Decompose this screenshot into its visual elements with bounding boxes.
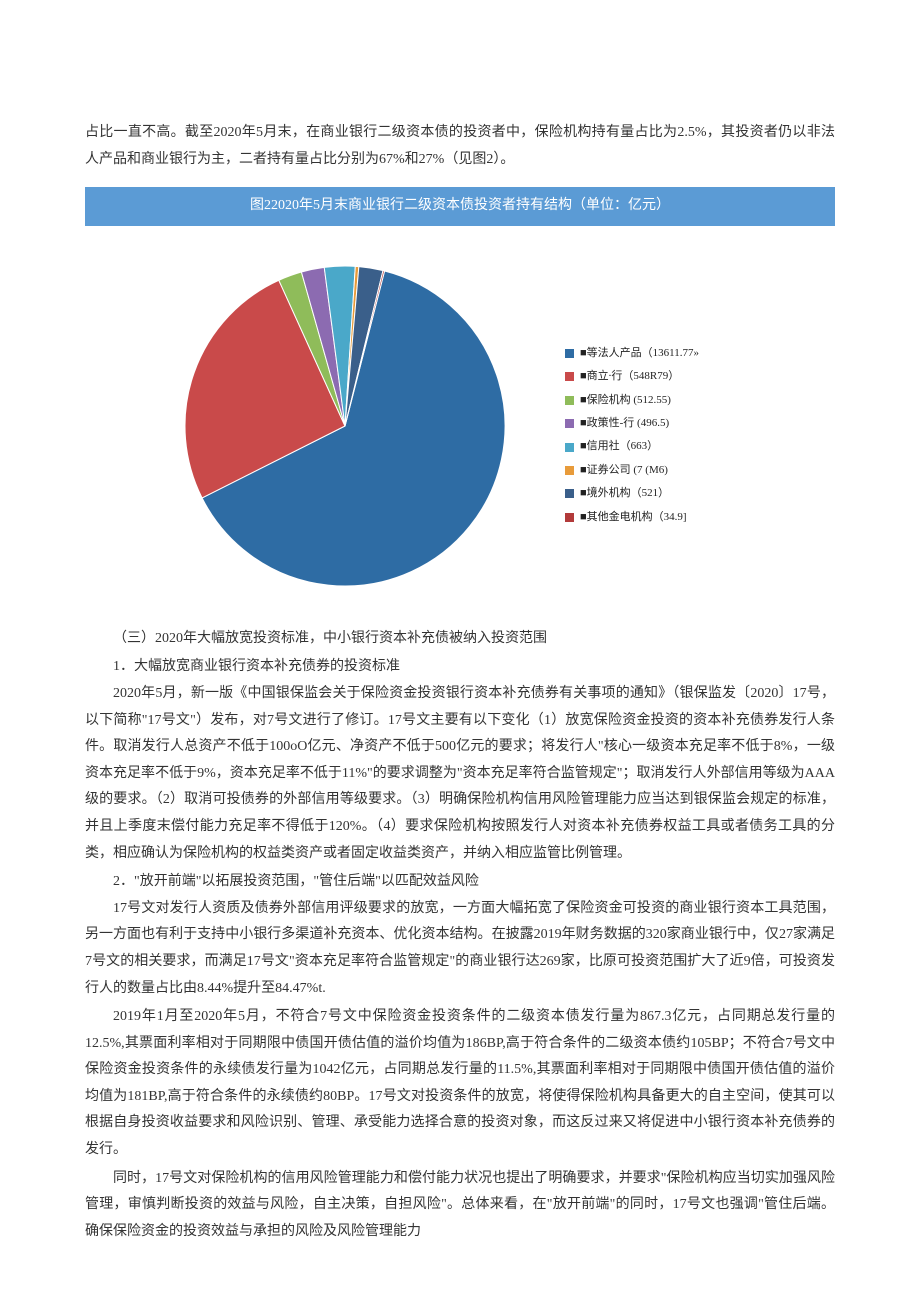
legend-label: ■商立∙行（548R79） — [580, 369, 679, 384]
legend-item: ■商立∙行（548R79） — [565, 369, 699, 384]
legend-item: ■保险机构 (512.55) — [565, 393, 699, 408]
section-heading-3: （三）2020年大幅放宽投资标准，中小银行资本补充债被纳入投资范围 — [85, 626, 835, 653]
subheading-1: 1．大幅放宽商业银行资本补充债券的投资标准 — [85, 654, 835, 681]
legend-item: ■等法人产品（13611.77» — [565, 346, 699, 361]
intro-paragraph: 占比一直不高。截至2020年5月末，在商业银行二级资本债的投资者中，保险机构持有… — [85, 120, 835, 173]
legend-label: ■信用社（663） — [580, 439, 658, 454]
legend-label: ■境外机构（521） — [580, 486, 669, 501]
legend-label: ■其他金电机构（34.9] — [580, 510, 687, 525]
body-paragraph-1: 2020年5月，新一版《中国银保监会关于保险资金投资银行资本补充债券有关事项的通… — [85, 681, 835, 867]
legend-item: ■证券公司 (7 (M6) — [565, 463, 699, 478]
legend-item: ■信用社（663） — [565, 439, 699, 454]
chart-title-bar: 图22020年5月末商业银行二级资本债投资者持有结构（单位：亿元） — [85, 187, 835, 226]
legend-swatch-icon — [565, 513, 574, 522]
pie-chart — [165, 246, 525, 617]
legend-item: ■境外机构（521） — [565, 486, 699, 501]
body-paragraph-2: 17号文对发行人资质及债券外部信用评级要求的放宽，一方面大幅拓宽了保险资金可投资… — [85, 896, 835, 1002]
subheading-2: 2．"放开前端"以拓展投资范围，"管住后端"以匹配效益风险 — [85, 869, 835, 896]
pie-chart-container: ■等法人产品（13611.77» ■商立∙行（548R79） ■保险机构 (512.… — [85, 226, 835, 616]
legend-swatch-icon — [565, 396, 574, 405]
chart-legend: ■等法人产品（13611.77» ■商立∙行（548R79） ■保险机构 (512.… — [565, 346, 699, 533]
legend-label: ■证券公司 (7 (M6) — [580, 463, 668, 478]
legend-item: ■其他金电机构（34.9] — [565, 510, 699, 525]
legend-swatch-icon — [565, 372, 574, 381]
legend-swatch-icon — [565, 466, 574, 475]
legend-label: ■保险机构 (512.55) — [580, 393, 671, 408]
legend-swatch-icon — [565, 443, 574, 452]
body-paragraph-4: 同时，17号文对保险机构的信用风险管理能力和偿付能力状况也提出了明确要求，并要求… — [85, 1166, 835, 1246]
legend-label: ■政策性-行 (496.5) — [580, 416, 669, 431]
legend-swatch-icon — [565, 489, 574, 498]
legend-swatch-icon — [565, 419, 574, 428]
body-paragraph-3: 2019年1月至2020年5月，不符合7号文中保险资金投资条件的二级资本债发行量… — [85, 1004, 835, 1164]
legend-item: ■政策性-行 (496.5) — [565, 416, 699, 431]
legend-swatch-icon — [565, 349, 574, 358]
legend-label: ■等法人产品（13611.77» — [580, 346, 699, 361]
